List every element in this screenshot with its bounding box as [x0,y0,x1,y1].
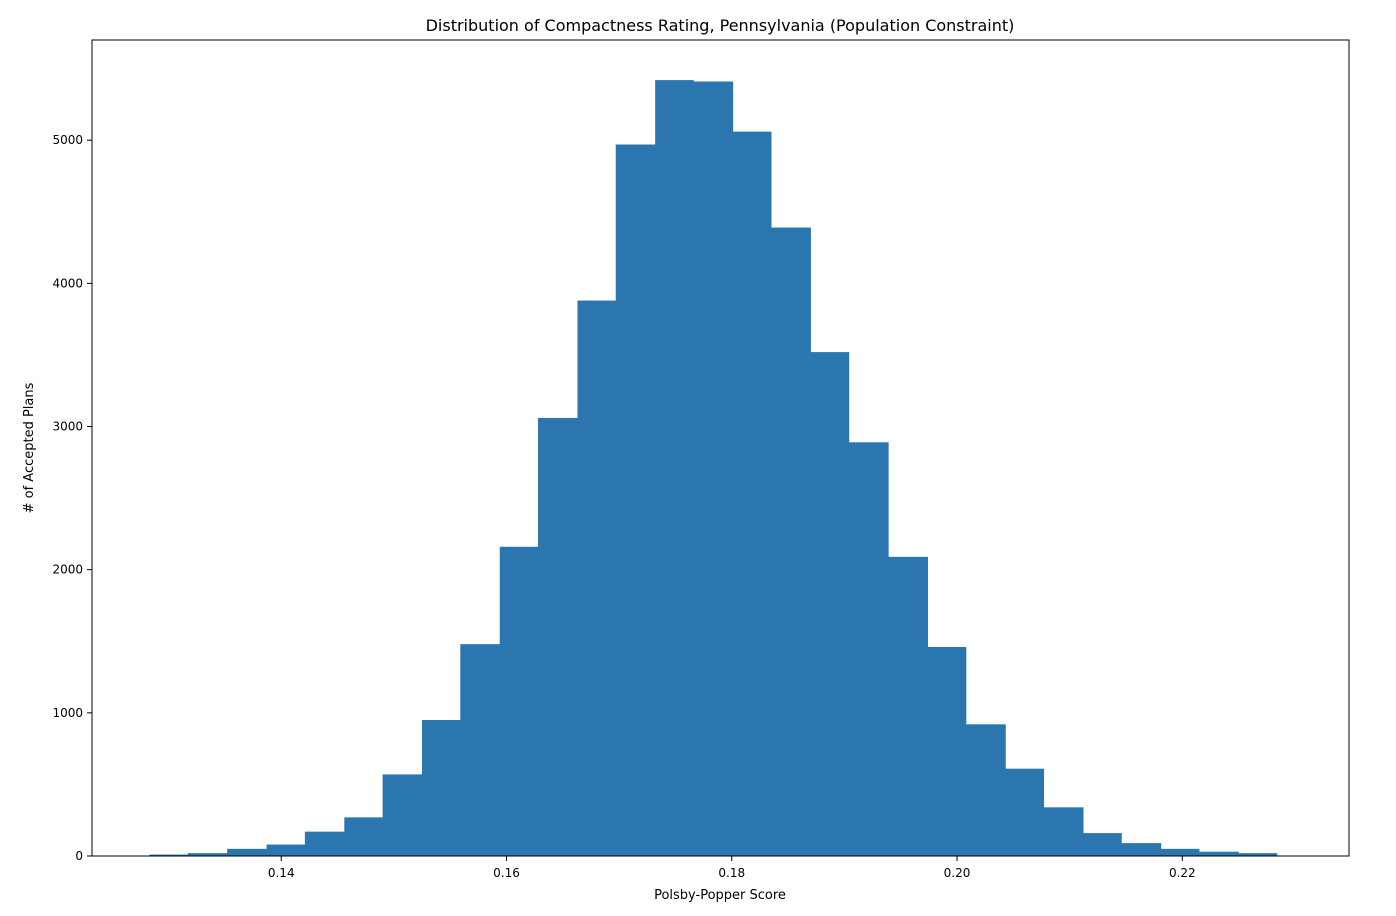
chart-title: Distribution of Compactness Rating, Penn… [426,16,1015,35]
histogram-bar [771,227,811,856]
histogram-bar [1199,851,1239,856]
y-axis-ticks: 0 1000 2000 3000 4000 5000 [52,133,92,863]
bars-group [149,80,1278,857]
histogram-bar [1160,848,1200,856]
histogram-bar [382,774,423,856]
x-tick-label: 0.22 [1169,866,1196,880]
x-tick-label: 0.16 [493,866,520,880]
histogram-bar [344,817,383,856]
histogram-bar [732,131,772,857]
histogram-bar [1043,807,1084,856]
y-axis-label: # of Accepted Plans [22,382,37,513]
histogram-bar [187,853,228,856]
y-tick-label: 4000 [52,276,83,290]
x-tick-label: 0.18 [718,866,745,880]
histogram-bar [1121,843,1162,856]
histogram-bar [615,144,656,857]
histogram-bar [1083,833,1122,856]
histogram-bar [888,556,929,856]
histogram-bar [538,417,578,856]
histogram-bar [655,80,694,856]
x-axis-ticks: 0.14 0.16 0.18 0.20 0.22 [268,856,1196,880]
y-tick-label: 3000 [52,420,83,434]
histogram-bar [422,720,461,856]
y-tick-label: 1000 [52,706,83,720]
histogram-bar [1005,768,1045,856]
histogram-bar [577,300,617,856]
histogram-bar [927,646,967,856]
histogram-bar [460,644,501,856]
x-tick-label: 0.14 [268,866,295,880]
x-tick-label: 0.20 [944,866,971,880]
x-axis-label: Polsby-Popper Score [654,888,786,903]
histogram-bar [848,442,889,856]
histogram-bar [227,848,267,856]
histogram-bar [966,724,1006,856]
histogram-bar [810,352,850,856]
histogram-bar [304,831,345,856]
histogram-bar [1238,853,1278,856]
y-tick-label: 2000 [52,563,83,577]
histogram-bar [499,546,539,856]
histogram-bar [266,844,306,856]
y-tick-label: 0 [75,849,83,863]
y-tick-label: 5000 [52,133,83,147]
plot-frame [91,39,1350,857]
histogram-bar [149,854,189,856]
histogram-bar [693,81,734,856]
